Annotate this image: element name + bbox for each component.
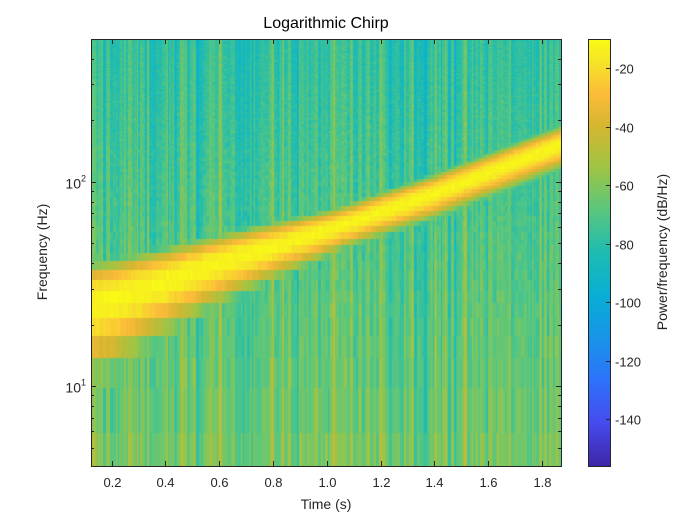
x-tick-label: 1.4 [425, 475, 443, 490]
y-tick-exponent: 2 [81, 174, 86, 184]
x-tick-label: 1.8 [533, 475, 551, 490]
colorbar-tick-label: -120 [615, 355, 641, 370]
colorbar [588, 39, 610, 466]
x-tick-label: 1.2 [372, 475, 390, 490]
colorbar-tick-label: -140 [615, 413, 641, 428]
y-tick-base: 10 [65, 380, 81, 396]
colorbar-tick-label: -20 [615, 62, 634, 77]
colorbar-tick-label: -100 [615, 296, 641, 311]
y-tick-exponent: 1 [81, 378, 86, 388]
x-tick-label: 0.8 [264, 475, 282, 490]
y-axis-label: Frequency (Hz) [34, 204, 50, 300]
x-tick-label: 0.4 [156, 475, 174, 490]
colorbar-label: Power/frequency (dB/Hz) [654, 174, 670, 330]
x-tick-label: 0.2 [103, 475, 121, 490]
colorbar-tick-label: -60 [615, 179, 634, 194]
y-tick-base: 10 [65, 176, 81, 192]
x-tick-label: 0.6 [210, 475, 228, 490]
x-tick-label: 1.0 [318, 475, 336, 490]
colorbar-tick-label: -80 [615, 238, 634, 253]
x-tick-label: 1.6 [479, 475, 497, 490]
plot-box [91, 39, 562, 467]
chart-title: Logarithmic Chirp [263, 15, 388, 32]
y-tick-label: 102 [65, 174, 86, 192]
y-tick-label: 101 [65, 378, 86, 396]
colorbar-box [588, 39, 611, 467]
colorbar-tick-label: -40 [615, 121, 634, 136]
spectrogram-image [91, 39, 561, 466]
x-axis-label: Time (s) [301, 496, 352, 512]
